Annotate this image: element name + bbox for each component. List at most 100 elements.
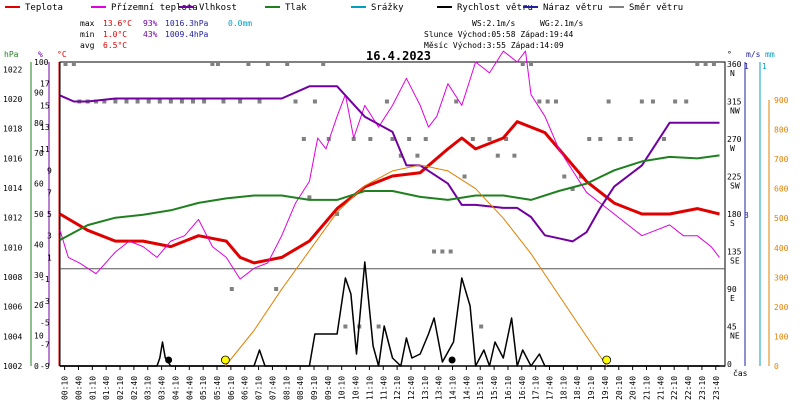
x-tick-label: 08:40 (296, 376, 305, 400)
x-tick-label: 21:40 (656, 376, 665, 400)
legend-label: Srážky (371, 3, 404, 13)
axis-pct-tick: 30 (34, 271, 44, 280)
stat-max-press: 1016.3hPa (165, 19, 209, 28)
wind-dir-point (423, 137, 428, 141)
wind-dir-point (376, 324, 381, 329)
wind-dir-point (146, 99, 151, 104)
axis-ms-label: m/s (746, 50, 761, 59)
stat-max-temp: 13.6°C (103, 19, 132, 28)
wind-dir-point (257, 99, 262, 104)
wind-dir-point (135, 99, 140, 104)
stat-min-press: 1009.4hPa (165, 30, 209, 39)
legend-label: Teplota (25, 3, 63, 13)
axis-wm2-tick: 100 (774, 332, 789, 341)
axis-dir-name: W (730, 144, 735, 153)
x-tick-label: 15:40 (490, 376, 499, 400)
axis-wm2-tick: 500 (774, 214, 789, 223)
axis-mm-label: mm (765, 50, 775, 59)
axis-hpa-tick: 1012 (3, 214, 22, 223)
wind-dir-point (321, 62, 326, 66)
wind-dir-point (157, 99, 162, 104)
x-tick-label: 07:10 (255, 376, 264, 400)
axis-pct-tick: 50 (34, 210, 44, 219)
wind-dir-point (537, 99, 542, 104)
axis-dir-tick: 135 (727, 248, 742, 257)
wind-dir-point (462, 174, 467, 179)
x-tick-label: 15:10 (476, 376, 485, 400)
wind-dir-point (606, 99, 611, 104)
wind-dir-point (628, 137, 633, 141)
axis-wm2-tick: 200 (774, 303, 789, 312)
wind-dir-point (229, 287, 234, 291)
stat-avg-label: avg (80, 41, 95, 50)
series-rychlost-větru (60, 261, 720, 367)
axis-hpa-tick: 1020 (3, 95, 22, 104)
axis-hpa-tick: 1010 (3, 243, 22, 252)
wind-dir-point (351, 137, 356, 141)
axis-deg-label: °C (57, 50, 67, 59)
wind-dir-point (448, 249, 453, 254)
axis-wm2-tick: 800 (774, 126, 789, 135)
wind-dir-point (529, 62, 534, 66)
stat-max-hum: 93% (143, 19, 158, 28)
wind-dir-point (553, 99, 558, 104)
stat-min-temp: 1.0°C (103, 30, 127, 39)
wind-dir-point (407, 137, 412, 141)
x-tick-label: 05:10 (199, 376, 208, 400)
axis-wm2-tick: 900 (774, 96, 789, 105)
wind-dir-point (639, 99, 644, 104)
x-tick-label: 16:40 (518, 376, 527, 400)
x-tick-label: 00:10 (61, 376, 70, 400)
axis-wm2-tick: 0 (774, 362, 779, 371)
wind-dir-point (285, 62, 290, 66)
x-tick-label: 13:40 (435, 376, 444, 400)
legend-label: Rychlost větru (457, 3, 533, 13)
wind-dir-point (562, 174, 567, 179)
wind-dir-point (695, 62, 700, 66)
x-tick-label: 09:40 (324, 376, 333, 400)
axis-dir-name: SW (730, 182, 740, 191)
wind-dir-point (238, 99, 243, 104)
axis-wm2-tick: 300 (774, 273, 789, 282)
axis-pct-tick: 90 (34, 88, 44, 97)
axis-pct-label: % (38, 50, 43, 59)
wind-dir-point (307, 195, 312, 200)
axis-pct-tick: 100 (34, 58, 49, 67)
axis-wm2-tick: 600 (774, 185, 789, 194)
series-tlak (59, 154, 720, 241)
x-tick-label: 22:40 (684, 376, 693, 400)
axis-dir-tick: 360 (727, 60, 742, 69)
wind-dir-point (71, 62, 76, 66)
axis-pct-tick: 40 (34, 240, 44, 249)
axis-deg-tick: 5 (47, 210, 52, 219)
x-tick-label: 04:10 (171, 376, 180, 400)
x-tick-label: 01:10 (88, 376, 97, 400)
x-tick-label: 16:10 (504, 376, 513, 400)
wind-dir-point (454, 99, 459, 104)
axis-deg-tick: -1 (40, 275, 50, 284)
wind-dir-point (587, 137, 592, 141)
wind-dir-point (335, 212, 340, 216)
moon-marker (448, 356, 456, 364)
wind-dir-point (703, 62, 708, 66)
axis-mm-tick: 1 (762, 62, 767, 71)
wind-dir-point (368, 137, 373, 141)
axis-hpa-tick: 1004 (3, 332, 22, 341)
x-tick-label: 13:10 (421, 376, 430, 400)
wind-dir-point (545, 99, 550, 104)
legend-label: Směr větru (629, 3, 683, 13)
wind-dir-point (274, 287, 279, 291)
wind-dir-point (179, 99, 184, 104)
wind-dir-point (512, 153, 517, 158)
sun-marker (221, 355, 230, 365)
moon-marker (165, 356, 173, 364)
x-tick-label: 21:10 (642, 376, 651, 400)
axis-pct-tick: 20 (34, 301, 44, 310)
stat-wg: WG:2.1m/s (540, 19, 584, 28)
wind-dir-point (343, 324, 348, 329)
x-tick-label: 14:10 (449, 376, 458, 400)
axis-hpa-tick: 1018 (3, 125, 22, 134)
axis-pct-tick: 70 (34, 149, 44, 158)
x-tick-label: 06:40 (241, 376, 250, 400)
